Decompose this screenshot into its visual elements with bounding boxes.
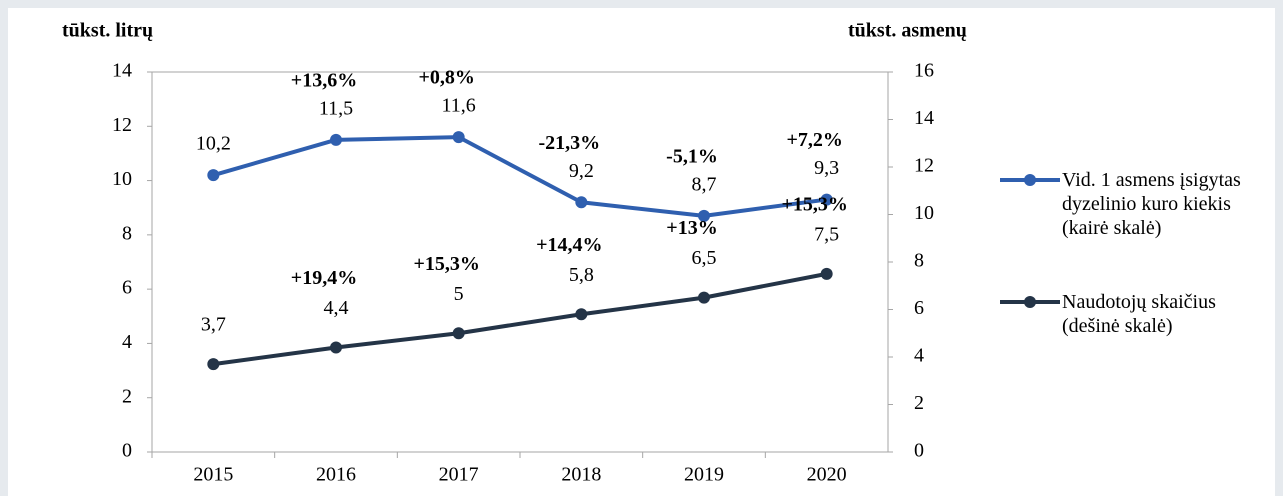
x-tick-label: 2019 <box>684 464 724 486</box>
point <box>820 193 833 206</box>
legend-marker <box>1024 296 1036 308</box>
point <box>207 358 220 371</box>
change-label: +19,4% <box>291 267 357 289</box>
y-tick-label: 10 <box>112 168 132 190</box>
point <box>330 341 342 354</box>
change-label: +15,3% <box>413 253 479 275</box>
value-label: 7,5 <box>814 223 839 245</box>
change-label: +13% <box>666 217 717 239</box>
y-tick-label: 4 <box>122 331 132 353</box>
y-tick-label: 8 <box>122 222 132 244</box>
point <box>698 209 710 222</box>
x-tick-label: 2017 <box>439 464 479 486</box>
x-tick-label: 2020 <box>807 464 847 486</box>
point <box>452 131 465 144</box>
value-label: 3,7 <box>201 314 226 336</box>
y2-tick-label: 12 <box>914 155 934 177</box>
change-label: +7,2% <box>786 129 842 151</box>
x-tick-label: 2016 <box>316 464 356 486</box>
point <box>820 267 833 280</box>
y-axis-label: tūkst. litrų <box>62 20 153 42</box>
y2-tick-label: 16 <box>914 60 934 82</box>
y-tick-label: 14 <box>112 60 132 82</box>
series-line <box>212 135 827 218</box>
series-line <box>213 271 828 367</box>
y-tick-label: 6 <box>122 277 132 299</box>
value-label: 4,4 <box>324 297 349 319</box>
value-label: 9,3 <box>814 157 839 179</box>
y-tick-label: 0 <box>122 440 132 462</box>
legend-marker <box>1024 174 1036 186</box>
value-label: 8,7 <box>692 173 717 195</box>
y2-tick-label: 6 <box>914 297 924 319</box>
panel <box>8 8 1275 496</box>
point <box>452 327 465 340</box>
point <box>698 291 710 304</box>
y2-tick-label: 14 <box>914 107 934 129</box>
legend-label: Naudotojų skaičius (dešinė skalė) <box>1062 291 1216 337</box>
change-label: +15,3% <box>781 193 847 215</box>
point <box>207 169 220 182</box>
change-label: +14,4% <box>536 234 602 256</box>
x-tick-label: 2015 <box>193 464 233 486</box>
value-label: 5,8 <box>569 264 594 286</box>
change-label: +0,8% <box>418 67 474 89</box>
x-tick-label: 2018 <box>561 464 601 486</box>
point <box>330 133 342 146</box>
point <box>575 308 588 321</box>
y2-tick-label: 0 <box>914 440 924 462</box>
value-label: 6,5 <box>692 247 717 269</box>
y2-tick-label: 10 <box>914 202 934 224</box>
value-label: 11,5 <box>319 97 353 119</box>
legend-label: Vid. 1 asmens įsigytas dyzelinio kuro ki… <box>1062 169 1241 239</box>
y2-tick-label: 2 <box>914 392 924 414</box>
value-label: 5 <box>454 283 464 305</box>
y-tick-label: 12 <box>112 114 132 136</box>
value-label: 11,6 <box>442 95 476 117</box>
value-label: 9,2 <box>569 160 594 182</box>
y2-tick-label: 8 <box>914 250 924 272</box>
change-label: -5,1% <box>666 145 718 167</box>
change-label: -21,3% <box>538 132 600 154</box>
change-label: +13,6% <box>291 69 357 91</box>
point <box>575 196 588 209</box>
y2-axis-label: tūkst. asmenų <box>848 20 967 42</box>
value-label: 10,2 <box>196 133 231 155</box>
y-tick-label: 2 <box>122 385 132 407</box>
y2-tick-label: 4 <box>914 345 924 367</box>
